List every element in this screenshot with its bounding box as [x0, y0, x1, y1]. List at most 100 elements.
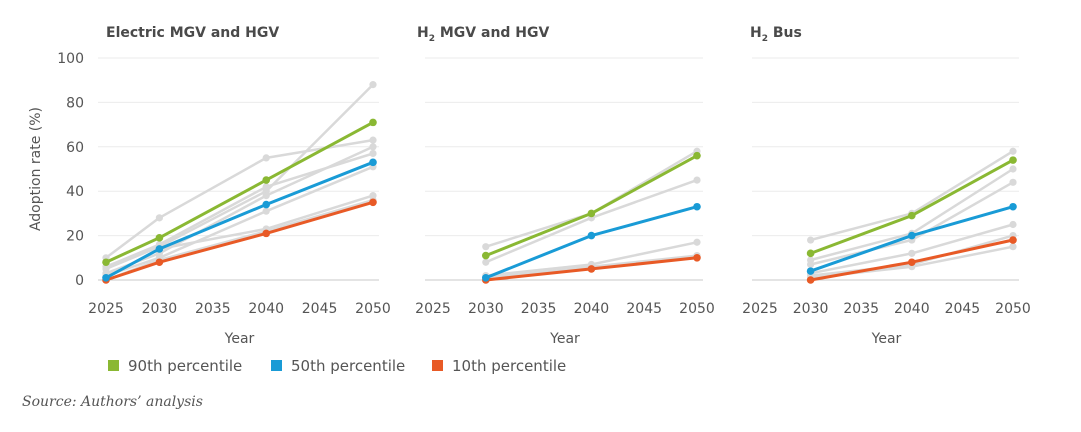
p10-series-point	[155, 258, 164, 267]
p50-series-point	[806, 267, 815, 275]
x-tick-label: 2050	[679, 301, 715, 317]
p10-series-line	[104, 200, 375, 282]
legend-swatch	[432, 360, 443, 371]
background-series-line	[104, 83, 375, 271]
p90-series-point	[102, 258, 110, 267]
x-tick-label: 2035	[521, 301, 557, 317]
p90-series-point	[693, 151, 701, 160]
background-series-point	[262, 207, 270, 215]
x-tick-label: 2030	[793, 301, 829, 317]
legend-swatch	[271, 360, 282, 371]
x-tick-label: 2045	[626, 301, 662, 317]
x-tick-label: 2040	[894, 301, 930, 317]
background-series-point	[262, 192, 270, 200]
p50-series-point	[262, 200, 271, 209]
background-series-point	[155, 214, 163, 222]
legend-item: 90th percentile	[108, 357, 242, 375]
panel-title-main: H	[750, 25, 762, 41]
background-series-point	[369, 143, 377, 151]
x-tick-label: 2025	[415, 301, 451, 317]
background-series-point	[807, 236, 815, 244]
background-series-line	[104, 165, 375, 277]
background-series-point	[693, 238, 701, 246]
p50-series-point	[102, 273, 110, 282]
background-series-point	[369, 149, 377, 158]
p10-series-point	[1009, 236, 1017, 244]
panel-title-subscript: 2	[429, 34, 435, 44]
p10-series-point	[908, 258, 916, 267]
panel-title: H2 MGV and HGV	[417, 25, 550, 44]
background-series-point	[482, 258, 490, 266]
p50-series-point	[1009, 202, 1017, 211]
p50-series-line	[104, 160, 375, 280]
p10-series-point	[806, 276, 815, 284]
y-tick-label: 80	[66, 95, 84, 111]
y-tick-label: 0	[75, 273, 84, 289]
panel-title-subscript: 2	[762, 34, 768, 44]
x-tick-label: 2040	[248, 301, 284, 317]
x-tick-label: 2030	[142, 301, 178, 317]
background-series-point	[693, 176, 701, 184]
source-note: Source: Authors’ analysis	[22, 394, 203, 410]
y-axis-label: Adoption rate (%)	[28, 107, 44, 231]
p90-series-point	[587, 209, 596, 218]
x-tick-label: 2025	[742, 301, 778, 317]
background-series-point	[807, 260, 815, 269]
x-tick-label: 2035	[843, 301, 879, 317]
x-tick-label: 2045	[945, 301, 981, 317]
x-tick-label: 2045	[302, 301, 338, 317]
p90-series-point	[155, 234, 164, 242]
p50-series-point	[693, 202, 701, 211]
p90-series-point	[908, 211, 916, 220]
x-axis-label: Year	[549, 331, 580, 347]
background-series-point	[1009, 178, 1017, 186]
x-tick-label: 2030	[468, 301, 504, 317]
p90-series-point	[369, 118, 377, 127]
p10-series-point	[587, 265, 596, 273]
background-series-point	[369, 81, 377, 89]
panel-title-main: H	[417, 25, 429, 41]
panel-title: H2 Bus	[750, 25, 802, 44]
background-series-point	[1009, 243, 1017, 251]
p10-series-point	[369, 198, 377, 207]
x-axis-label: Year	[871, 331, 902, 347]
p50-series-point	[482, 273, 490, 282]
background-series-point	[369, 136, 377, 144]
background-series-point	[262, 183, 270, 191]
background-series-point	[1009, 147, 1017, 155]
background-series-point	[1009, 165, 1017, 173]
x-tick-label: 2050	[355, 301, 391, 317]
legend-label: 10th percentile	[452, 357, 566, 375]
panel-title-rest: Bus	[768, 25, 802, 41]
x-tick-label: 2035	[195, 301, 231, 317]
p90-series-point	[262, 176, 271, 184]
x-tick-label: 2050	[995, 301, 1031, 317]
x-tick-label: 2025	[88, 301, 124, 317]
panel-3: 2025 2030 2035 2040 2045 2050 Year H2 Bus	[742, 25, 1031, 347]
panel-title-rest: MGV and HGV	[435, 25, 550, 41]
p50-series-point	[587, 231, 596, 240]
background-series-point	[482, 243, 490, 251]
y-tick-label: 60	[66, 140, 84, 156]
background-series-line	[104, 152, 375, 268]
p10-series-point	[262, 229, 271, 238]
y-tick-label: 100	[57, 51, 84, 67]
panel-2: 2025 2030 2035 2040 2045 2050 Year H2 MGV and H…	[415, 25, 715, 347]
p10-series-point	[693, 253, 701, 262]
p50-series-point	[369, 158, 377, 167]
p90-series-point	[482, 251, 490, 260]
p90-series-point	[1009, 156, 1017, 164]
panel-title: Electric MGV and HGV	[106, 25, 279, 41]
background-series-line	[809, 149, 1015, 242]
background-series-point	[908, 249, 916, 257]
p50-series-point	[155, 245, 164, 253]
legend-item: 50th percentile	[271, 357, 405, 375]
panel-title-main: Electric MGV and HGV	[106, 25, 279, 41]
y-tick-label: 20	[66, 229, 84, 245]
legend-label: 50th percentile	[291, 357, 405, 375]
legend-swatch	[108, 360, 119, 371]
legend-label: 90th percentile	[128, 357, 242, 375]
